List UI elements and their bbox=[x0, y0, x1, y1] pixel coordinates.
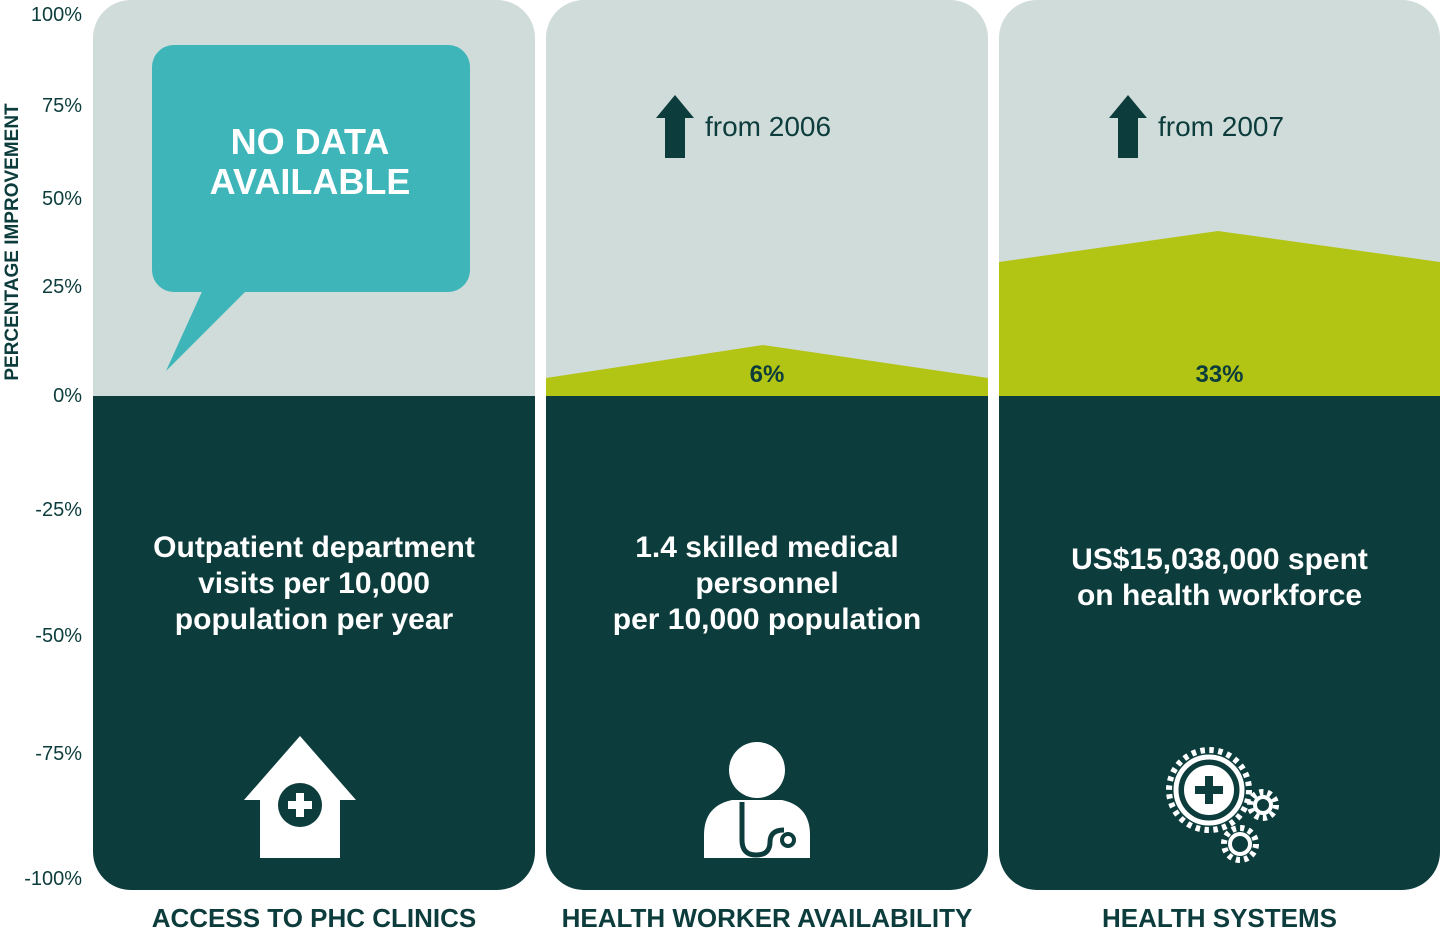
description-line: US$15,038,000 spent bbox=[1071, 543, 1368, 576]
y-axis-title: PERCENTAGE IMPROVEMENT bbox=[2, 103, 23, 381]
clinic-icon bbox=[244, 736, 356, 858]
bubble-box bbox=[152, 45, 470, 292]
y-axis: 100% 75% 50% 25% 0% -25% -50% -75% -100% bbox=[24, 4, 82, 890]
bubble-tail bbox=[166, 285, 245, 371]
no-data-text: NO DATA bbox=[231, 121, 390, 162]
description-line: personnel bbox=[695, 567, 838, 600]
panel-2: 6% from 2006 1.4 skilled medicalpersonnelp… bbox=[546, 0, 988, 929]
description-line: population per year bbox=[175, 603, 454, 636]
panel-upper-bg bbox=[546, 0, 988, 396]
improvement-area bbox=[546, 345, 988, 396]
value-label: 33% bbox=[1195, 361, 1243, 388]
description-line: per 10,000 population bbox=[613, 603, 921, 636]
y-tick-label: -50% bbox=[35, 625, 82, 647]
y-tick-label: 75% bbox=[42, 95, 82, 117]
category-label: HEALTH WORKER AVAILABILITY bbox=[562, 903, 973, 929]
category-label: HEALTH SYSTEMS bbox=[1102, 903, 1337, 929]
value-label: 6% bbox=[750, 361, 785, 388]
description-line: visits per 10,000 bbox=[198, 567, 430, 600]
from-label: from 2006 bbox=[705, 111, 831, 142]
y-tick-label: 0% bbox=[53, 385, 82, 407]
improvement-area bbox=[999, 231, 1440, 396]
y-tick-label: 100% bbox=[31, 4, 82, 26]
y-tick-label: -25% bbox=[35, 499, 82, 521]
up-arrow-icon bbox=[1109, 95, 1147, 158]
y-tick-label: -75% bbox=[35, 743, 82, 765]
category-label: ACCESS TO PHC CLINICS bbox=[152, 903, 477, 929]
description-line: 1.4 skilled medical bbox=[635, 531, 898, 564]
doctor-icon bbox=[704, 742, 810, 858]
y-tick-label: 25% bbox=[42, 276, 82, 298]
panel-lower-bg bbox=[999, 396, 1440, 890]
from-label: from 2007 bbox=[1158, 111, 1284, 142]
y-tick-label: -100% bbox=[24, 868, 82, 890]
y-tick-label: 50% bbox=[42, 188, 82, 210]
no-data-text: AVAILABLE bbox=[210, 161, 411, 202]
up-arrow-icon bbox=[656, 95, 694, 158]
description-line: Outpatient department bbox=[153, 531, 475, 564]
gears-icon bbox=[1166, 747, 1279, 863]
description-line: on health workforce bbox=[1077, 579, 1362, 612]
